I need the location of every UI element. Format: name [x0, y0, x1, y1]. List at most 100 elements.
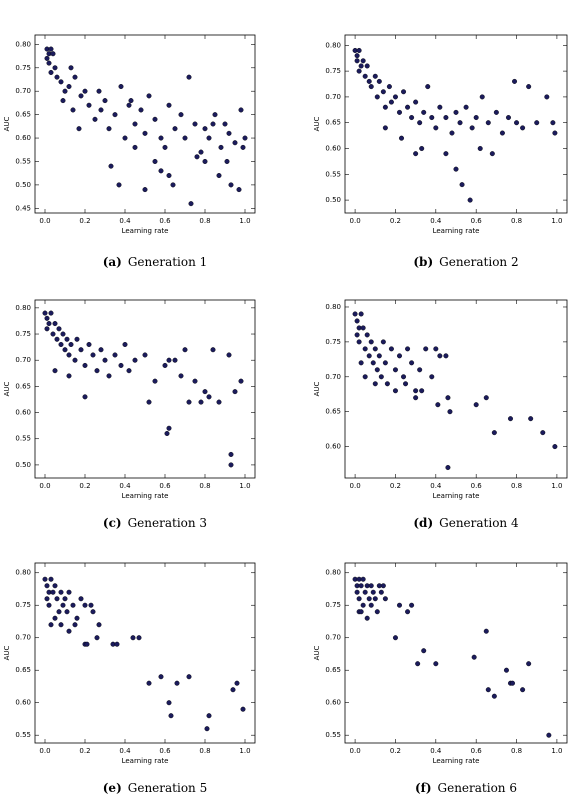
point — [409, 360, 415, 366]
point — [457, 120, 463, 126]
point — [368, 583, 374, 589]
caption-label: (e) — [103, 781, 122, 795]
y-tick-label: 0.65 — [325, 666, 341, 674]
y-axis-label: AUC — [3, 381, 11, 396]
point — [372, 596, 378, 602]
x-tick-label: 0.6 — [471, 482, 483, 490]
point — [158, 135, 164, 141]
point — [356, 47, 362, 53]
point — [112, 112, 118, 118]
point — [405, 346, 411, 352]
point — [66, 373, 72, 379]
point — [358, 360, 364, 366]
point — [378, 589, 384, 595]
point — [510, 680, 516, 686]
point — [122, 342, 128, 348]
point — [409, 602, 415, 608]
point — [405, 104, 411, 110]
point — [368, 339, 374, 345]
x-tick-label: 0.4 — [430, 747, 442, 755]
point — [62, 596, 68, 602]
plot-frame — [34, 34, 256, 214]
point — [380, 583, 386, 589]
point — [437, 353, 443, 359]
x-tick-label: 0.8 — [199, 482, 210, 490]
point — [463, 104, 469, 110]
point — [544, 94, 550, 100]
caption-title: Generation 2 — [439, 255, 518, 269]
x-tick-label: 0.0 — [350, 747, 361, 755]
point — [92, 116, 98, 122]
point — [469, 125, 475, 131]
caption: (d) Generation 4 — [413, 516, 519, 530]
y-tick-label: 0.65 — [325, 119, 341, 127]
point — [477, 146, 483, 152]
point — [240, 144, 246, 150]
x-axis-label: Learning rate — [122, 492, 169, 500]
point — [118, 362, 124, 368]
point — [78, 93, 84, 99]
point — [210, 347, 216, 353]
point — [128, 98, 134, 104]
point — [48, 576, 54, 582]
y-axis-label: AUC — [3, 116, 11, 131]
point — [449, 130, 455, 136]
y-axis-label: AUC — [313, 645, 321, 660]
point — [419, 388, 425, 394]
x-tick-label: 0.8 — [199, 747, 210, 755]
y-tick-label: 0.75 — [325, 601, 341, 609]
point — [62, 88, 68, 94]
point — [50, 51, 56, 57]
y-tick-label: 0.55 — [15, 731, 31, 739]
point — [354, 318, 360, 324]
point — [202, 126, 208, 132]
panel: 0.0 0.2 0.4 0.6 0.8 1.0 0.55 0.60 0.65 0.70 0.75 0.… — [313, 562, 568, 795]
x-axis-label: Learning rate — [433, 227, 480, 235]
point — [192, 378, 198, 384]
point — [374, 609, 380, 615]
point — [362, 73, 368, 79]
point — [50, 589, 56, 595]
x-axis-label: Learning rate — [433, 492, 480, 500]
point — [64, 336, 70, 342]
caption: (e) Generation 5 — [103, 781, 207, 795]
point — [82, 394, 88, 400]
point — [483, 628, 489, 634]
point — [392, 367, 398, 373]
point — [354, 332, 360, 338]
point — [216, 173, 222, 179]
point — [447, 409, 453, 415]
point — [52, 368, 58, 374]
point — [188, 201, 194, 207]
point — [421, 109, 427, 115]
point — [526, 661, 532, 667]
point — [546, 732, 552, 738]
point — [72, 357, 78, 363]
point — [122, 135, 128, 141]
point — [186, 399, 192, 405]
point — [50, 331, 56, 337]
point — [445, 465, 451, 471]
point — [52, 615, 58, 621]
point — [358, 311, 364, 317]
point — [228, 462, 234, 468]
x-axis-label: Learning rate — [433, 757, 480, 765]
point — [174, 680, 180, 686]
point — [392, 388, 398, 394]
point — [132, 144, 138, 150]
point — [354, 58, 360, 64]
point — [413, 99, 419, 105]
caption-title: Generation 5 — [128, 781, 207, 795]
point — [429, 115, 435, 121]
y-tick-label: 0.75 — [15, 64, 31, 72]
point — [368, 602, 374, 608]
point — [528, 416, 534, 422]
point — [362, 374, 368, 380]
point — [172, 357, 178, 363]
point — [392, 94, 398, 100]
point — [552, 130, 558, 136]
point — [415, 661, 421, 667]
point — [170, 182, 176, 188]
point — [66, 628, 72, 634]
point — [405, 609, 411, 615]
